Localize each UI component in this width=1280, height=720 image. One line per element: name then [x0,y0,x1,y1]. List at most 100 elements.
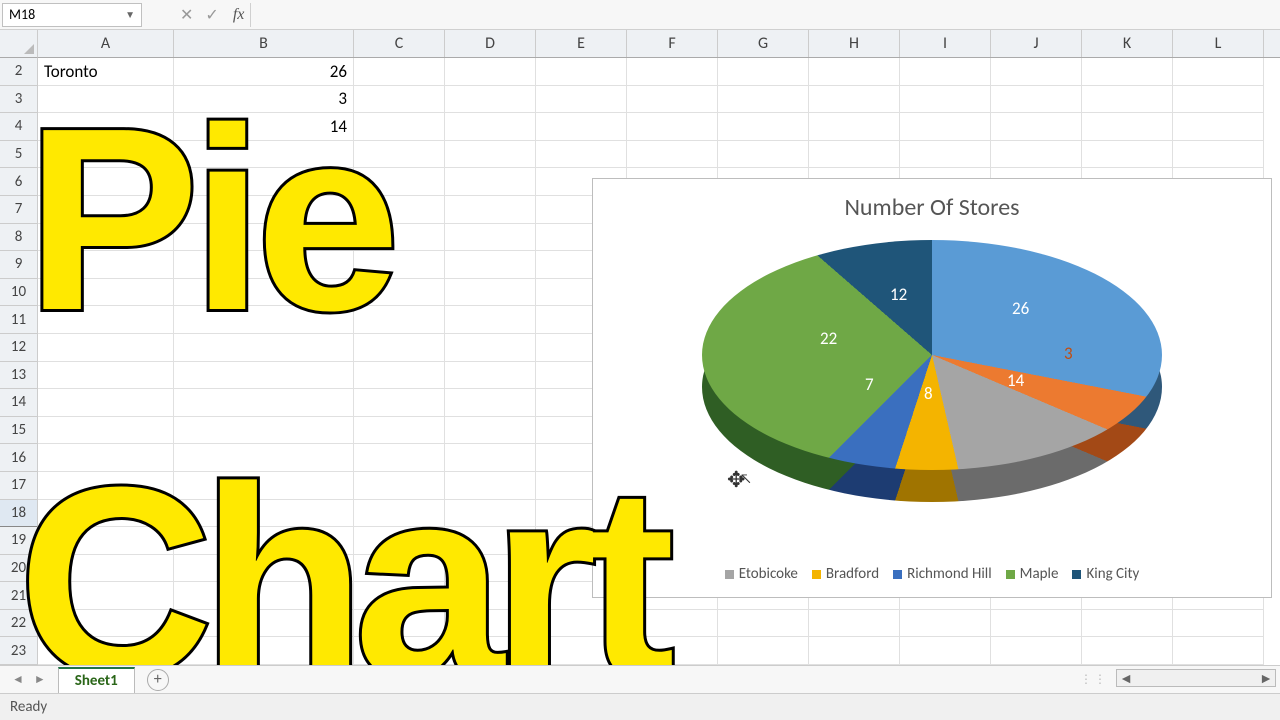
cell-C8[interactable] [354,224,445,252]
cell-F3[interactable] [627,86,718,114]
cell-D4[interactable] [445,113,536,141]
horizontal-scrollbar[interactable]: ◄ ► [1116,669,1276,687]
row-header-2[interactable]: 2 [0,58,37,86]
row-header-13[interactable]: 13 [0,362,37,390]
cell-A3[interactable] [38,86,174,114]
row-header-21[interactable]: 21 [0,582,37,610]
name-box[interactable]: M18 ▼ [2,3,142,27]
cell-A12[interactable] [38,334,174,362]
cell-C18[interactable] [354,500,445,528]
cell-A4[interactable] [38,113,174,141]
cell-H2[interactable] [809,58,900,86]
cell-E5[interactable] [536,141,627,169]
cell-D18[interactable] [445,500,536,528]
cell-B13[interactable] [174,362,354,390]
cell-A22[interactable] [38,610,174,638]
cell-A6[interactable] [38,168,174,196]
row-header-6[interactable]: 6 [0,168,37,196]
spreadsheet-grid[interactable]: ABCDEFGHIJKL 234567891011121314151617181… [0,30,1280,665]
cell-B20[interactable] [174,555,354,583]
cell-E2[interactable] [536,58,627,86]
legend-item[interactable]: Maple [1006,565,1059,583]
cell-K22[interactable] [1082,610,1173,638]
tab-nav[interactable]: ◄ ► [0,670,58,689]
row-header-11[interactable]: 11 [0,306,37,334]
cell-D14[interactable] [445,389,536,417]
cell-D8[interactable] [445,224,536,252]
row-header-18[interactable]: 18 [0,500,37,528]
cell-C17[interactable] [354,472,445,500]
cancel-icon[interactable]: ✕ [180,5,193,25]
cell-D20[interactable] [445,555,536,583]
cell-L5[interactable] [1173,141,1264,169]
cell-D11[interactable] [445,306,536,334]
cell-E4[interactable] [536,113,627,141]
cell-J3[interactable] [991,86,1082,114]
cell-E22[interactable] [536,610,627,638]
cell-K4[interactable] [1082,113,1173,141]
row-header-9[interactable]: 9 [0,251,37,279]
row-headers[interactable]: 234567891011121314151617181920212223 [0,58,38,665]
cell-B2[interactable]: 26 [174,58,354,86]
row-header-16[interactable]: 16 [0,444,37,472]
cell-B16[interactable] [174,444,354,472]
cell-I4[interactable] [900,113,991,141]
row-header-4[interactable]: 4 [0,113,37,141]
cell-A17[interactable] [38,472,174,500]
cell-B9[interactable] [174,251,354,279]
cell-C4[interactable] [354,113,445,141]
column-headers[interactable]: ABCDEFGHIJKL [38,30,1280,58]
cell-D12[interactable] [445,334,536,362]
cell-C15[interactable] [354,417,445,445]
cell-A23[interactable] [38,637,174,665]
row-header-7[interactable]: 7 [0,196,37,224]
row-header-19[interactable]: 19 [0,527,37,555]
col-header-B[interactable]: B [174,30,354,57]
cell-G5[interactable] [718,141,809,169]
row-header-14[interactable]: 14 [0,389,37,417]
cell-G23[interactable] [718,637,809,665]
cell-C13[interactable] [354,362,445,390]
cell-J22[interactable] [991,610,1082,638]
chart-object[interactable]: Number Of Stores 26314872212 EtobicokeBr… [592,178,1272,598]
legend-item[interactable]: Richmond Hill [893,565,992,583]
cell-C10[interactable] [354,279,445,307]
row-header-15[interactable]: 15 [0,417,37,445]
cell-G2[interactable] [718,58,809,86]
cell-J23[interactable] [991,637,1082,665]
cell-B7[interactable] [174,196,354,224]
cell-D15[interactable] [445,417,536,445]
cell-B23[interactable] [174,637,354,665]
cell-J5[interactable] [991,141,1082,169]
legend-item[interactable]: Bradford [812,565,879,583]
cell-B10[interactable] [174,279,354,307]
legend-item[interactable]: Etobicoke [725,565,798,583]
pie-chart[interactable]: 26314872212 [702,240,1162,520]
cell-A11[interactable] [38,306,174,334]
cell-F2[interactable] [627,58,718,86]
cell-I23[interactable] [900,637,991,665]
cell-C7[interactable] [354,196,445,224]
cell-B12[interactable] [174,334,354,362]
col-header-L[interactable]: L [1173,30,1264,57]
cell-A18[interactable] [38,500,174,528]
cell-D3[interactable] [445,86,536,114]
cell-B15[interactable] [174,417,354,445]
cell-A7[interactable] [38,196,174,224]
tab-prev-icon[interactable]: ◄ [8,670,28,689]
cell-A21[interactable] [38,582,174,610]
col-header-D[interactable]: D [445,30,536,57]
select-all-corner[interactable] [0,30,38,58]
cell-G22[interactable] [718,610,809,638]
cell-C12[interactable] [354,334,445,362]
cell-E3[interactable] [536,86,627,114]
col-header-K[interactable]: K [1082,30,1173,57]
cell-A8[interactable]: ty [38,224,174,252]
cell-G3[interactable] [718,86,809,114]
cell-C6[interactable] [354,168,445,196]
row-header-23[interactable]: 23 [0,637,37,665]
cell-D16[interactable] [445,444,536,472]
cell-G4[interactable] [718,113,809,141]
cell-A19[interactable] [38,527,174,555]
cell-C19[interactable] [354,527,445,555]
